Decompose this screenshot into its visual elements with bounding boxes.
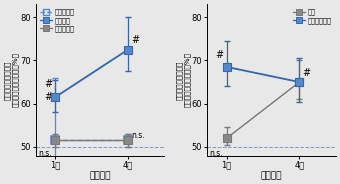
- Text: #: #: [44, 91, 52, 102]
- Text: #: #: [302, 68, 310, 78]
- Text: #: #: [44, 79, 52, 89]
- Y-axis label: テスト期間における
物体探索時間の割り（%）: テスト期間における 物体探索時間の割り（%）: [4, 52, 19, 107]
- Text: #: #: [131, 35, 139, 45]
- Text: #: #: [216, 50, 224, 60]
- X-axis label: 休息期間: 休息期間: [89, 171, 111, 180]
- Legend: 断眠, 断眠＋光刺激: 断眠, 断眠＋光刺激: [291, 8, 333, 25]
- Text: n.s.: n.s.: [132, 131, 145, 140]
- Legend: 光刺激なし, 同期刺激, 非同期刺激: 光刺激なし, 同期刺激, 非同期刺激: [39, 8, 76, 33]
- Y-axis label: テスト期間における
物体探索時間の割り（%）: テスト期間における 物体探索時間の割り（%）: [175, 52, 190, 107]
- X-axis label: 休息期間: 休息期間: [261, 171, 282, 180]
- Text: n.s.: n.s.: [209, 149, 223, 158]
- Text: n.s.: n.s.: [38, 149, 52, 158]
